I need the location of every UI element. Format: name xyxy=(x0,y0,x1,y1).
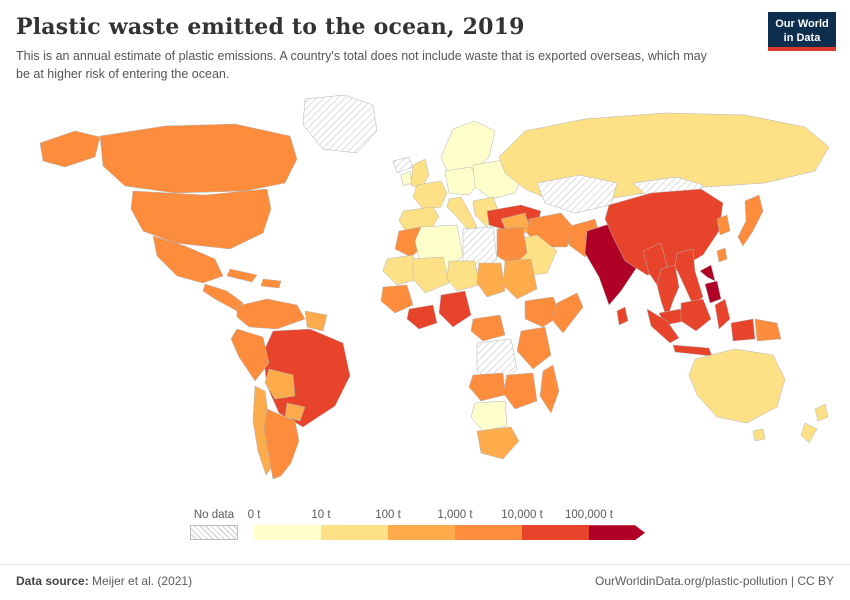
country-egypt[interactable]: Egypt — 1,000–10,000 t xyxy=(496,226,528,267)
legend-segment-b3[interactable]: 100 t xyxy=(375,509,455,541)
country-somalia[interactable]: Somalia — 1,000–10,000 t xyxy=(552,292,584,334)
country-hispaniola[interactable]: Hispaniola — 1,000–10,000 t xyxy=(260,278,282,289)
data-source-label: Data source: xyxy=(16,574,89,588)
country-indonesia-west-papua[interactable]: Indonesia — 10,000–100,000 t xyxy=(730,318,756,342)
legend-tick: 100,000 t xyxy=(565,509,613,522)
country-madagascar[interactable]: Madagascar — 1,000–10,000 t xyxy=(539,364,560,414)
owid-logo-accent xyxy=(768,46,836,51)
country-new-zealand-north[interactable]: New Zealand — 10–100 t xyxy=(814,403,829,422)
country-usa[interactable]: United States — 1,000–10,000 t xyxy=(130,188,272,250)
country-kenya-tanzania[interactable]: Kenya & Tanzania — 1,000–10,000 t xyxy=(516,326,552,370)
country-philippines-luzon[interactable]: Philippines — 100,000 t+ xyxy=(699,264,716,282)
country-peru[interactable]: Peru — 1,000–10,000 t xyxy=(230,328,270,382)
country-brazil[interactable]: Brazil — 10,000–100,000 t xyxy=(262,328,351,428)
country-thailand[interactable]: Thailand — 10,000–100,000 t xyxy=(656,264,680,321)
legend-swatch[interactable] xyxy=(321,525,388,541)
country-angola[interactable]: Angola — 1,000–10,000 t xyxy=(468,372,506,402)
legend-no-data-label: No data xyxy=(193,509,235,522)
chart-subtitle: This is an annual estimate of plastic em… xyxy=(16,49,707,82)
country-chad[interactable]: Chad — 100–1,000 t xyxy=(476,263,506,298)
legend-swatch[interactable] xyxy=(254,525,321,541)
country-mali[interactable]: Mali — 10–100 t xyxy=(412,256,450,294)
legend-segment-b6[interactable]: 100,000 t xyxy=(565,509,645,540)
country-mauritania[interactable]: Mauritania — 10–100 t xyxy=(382,254,420,286)
country-sri-lanka[interactable]: Sri Lanka — 10,000–100,000 t xyxy=(616,306,629,326)
country-papua-new-guinea[interactable]: Papua New Guinea — 1,000–10,000 t xyxy=(754,318,782,342)
legend-swatch[interactable] xyxy=(589,525,645,540)
country-canada[interactable]: Canada — 1,000–10,000 t xyxy=(99,123,298,194)
country-iceland[interactable]: Iceland — No data xyxy=(392,156,414,174)
country-zambia-mozambique[interactable]: Zambia & Mozambique — 1,000–10,000 t xyxy=(502,372,538,410)
country-south-korea[interactable]: South Korea — 1,000–10,000 t xyxy=(716,214,731,236)
world-map-container: United States — 1,000–10,000 t Canada — … xyxy=(5,91,845,486)
data-source-value: Meijer et al. (2021) xyxy=(92,574,193,588)
data-source: Data source: Meijer et al. (2021) xyxy=(16,574,192,588)
country-japan[interactable]: Japan — 1,000–10,000 t xyxy=(737,194,764,247)
map-legend: No data 0 t 10 t 100 t 1,000 t 10,000 t 100,0… xyxy=(190,496,850,541)
world-map: United States — 1,000–10,000 t Canada — … xyxy=(39,94,830,480)
rights-link[interactable]: OurWorldinData.org/plastic-pollution | C… xyxy=(595,574,834,588)
country-australia[interactable]: Australia — 10–100 t xyxy=(688,348,786,424)
legend-swatch[interactable] xyxy=(455,525,522,541)
country-indonesia-borneo[interactable]: Indonesia — 10,000–100,000 t xyxy=(680,298,712,332)
legend-tick: 0 t xyxy=(247,509,261,522)
country-namibia-botswana[interactable]: Namibia & Botswana — 0–10 t xyxy=(470,400,508,432)
legend-segment-b1[interactable]: 0 t xyxy=(248,509,321,541)
country-taiwan[interactable]: Taiwan — 1,000–10,000 t xyxy=(716,247,728,263)
owid-logo-line2: in Data xyxy=(783,31,821,44)
country-bolivia[interactable]: Bolivia — 100–1,000 t xyxy=(264,368,296,400)
country-senegal-guinea[interactable]: Senegal & Guinea — 1,000–10,000 t xyxy=(380,284,414,314)
page-title: Plastic waste emitted to the ocean, 2019 xyxy=(16,14,525,40)
country-ireland[interactable]: Ireland — 0–10 t xyxy=(400,170,413,187)
country-nigeria[interactable]: Nigeria — 10,000–100,000 t xyxy=(438,290,472,328)
country-ghana-ivory-coast[interactable]: Ghana & Côte d'Ivoire — 10,000–100,000 t xyxy=(406,304,438,330)
country-cameroon[interactable]: Cameroon & Central Africa — 1,000–10,000… xyxy=(470,314,506,342)
legend-segment-b2[interactable]: 10 t xyxy=(311,509,388,541)
country-paraguay[interactable]: Paraguay — 100–1,000 t xyxy=(284,402,306,422)
owid-logo[interactable]: Our World in Data xyxy=(768,12,836,51)
owid-logo-line1: Our World xyxy=(775,18,829,30)
country-philippines-mindanao[interactable]: Philippines — 100,000 t+ xyxy=(704,280,722,304)
legend-swatch[interactable] xyxy=(388,525,455,541)
country-usa-alaska[interactable]: United States — 1,000–10,000 t xyxy=(39,130,101,168)
chart-header: Plastic waste emitted to the ocean, 2019… xyxy=(0,0,850,83)
country-new-zealand-south[interactable]: New Zealand — 10–100 t xyxy=(800,422,818,444)
country-greenland[interactable]: Greenland — No data xyxy=(302,94,378,154)
legend-tick: 1,000 t xyxy=(437,509,473,522)
country-argentina[interactable]: Argentina — 1,000–10,000 t xyxy=(263,408,300,480)
legend-tick: 10 t xyxy=(311,509,331,522)
country-cuba[interactable]: Cuba — 1,000–10,000 t xyxy=(226,268,258,283)
country-niger[interactable]: Niger — 10–100 t xyxy=(446,261,480,292)
legend-no-data[interactable]: No data xyxy=(190,509,238,541)
chart-footer: Data source: Meijer et al. (2021) OurWor… xyxy=(0,564,850,600)
country-ethiopia[interactable]: Ethiopia — 1,000–10,000 t xyxy=(524,296,562,328)
legend-swatch[interactable] xyxy=(522,525,589,541)
legend-segment-b5[interactable]: 10,000 t xyxy=(501,509,589,541)
legend-bar: 0 t 10 t 100 t 1,000 t 10,000 t 100,000 t xyxy=(248,507,645,541)
legend-segment-b4[interactable]: 1,000 t xyxy=(437,509,522,541)
country-australia-tasmania[interactable]: Australia — 10–100 t xyxy=(752,428,766,442)
country-france[interactable]: France — 10–100 t xyxy=(412,180,448,210)
country-indonesia-sulawesi[interactable]: Indonesia — 10,000–100,000 t xyxy=(714,298,731,330)
legend-no-data-swatch[interactable] xyxy=(190,525,238,541)
country-central-europe[interactable]: Central Europe — 0–10 t xyxy=(444,166,480,196)
country-guyanas[interactable]: Guyanas — 100–1,000 t xyxy=(304,310,328,332)
country-colombia-venezuela[interactable]: Colombia & Venezuela — 1,000–10,000 t xyxy=(236,298,306,330)
country-indonesia-sumatra[interactable]: Indonesia — 10,000–100,000 t xyxy=(646,308,680,344)
country-kazakhstan[interactable]: Kazakhstan & Central Asia — No data xyxy=(536,174,618,214)
legend-tick: 100 t xyxy=(375,509,401,522)
country-mexico[interactable]: Mexico — 1,000–10,000 t xyxy=(152,235,224,284)
country-sudan[interactable]: Sudan — 100–1,000 t xyxy=(502,258,538,300)
legend-tick: 10,000 t xyxy=(501,509,543,522)
country-south-africa[interactable]: South Africa — 100–1,000 t xyxy=(476,426,520,460)
country-indonesia-java[interactable]: Indonesia — 10,000–100,000 t xyxy=(672,344,713,357)
